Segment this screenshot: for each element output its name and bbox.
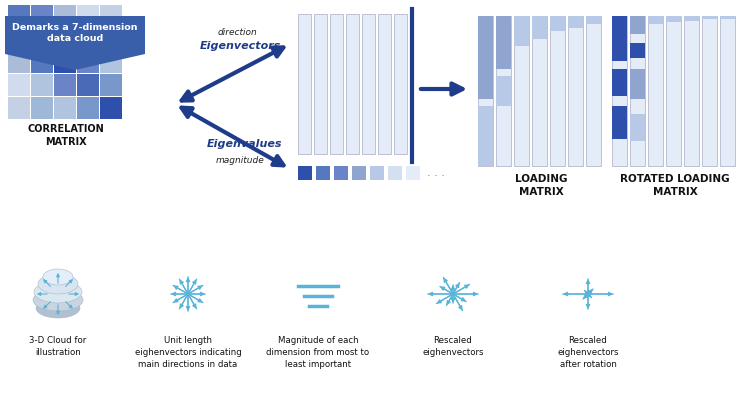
Bar (612, 106, 627, 139)
Bar (100, 97, 122, 119)
Text: Demarks a 7-dimension
data cloud: Demarks a 7-dimension data cloud (12, 22, 138, 43)
Bar (514, 16, 529, 46)
Bar (666, 16, 681, 22)
Bar (352, 166, 366, 180)
Bar (330, 14, 343, 154)
Bar (77, 74, 99, 96)
Bar (77, 5, 99, 27)
Bar (648, 16, 663, 24)
Bar (568, 16, 583, 28)
Bar (100, 51, 122, 73)
Text: LOADING
MATRIX: LOADING MATRIX (515, 174, 567, 197)
Bar (666, 16, 681, 166)
Text: ROTATED LOADING
MATRIX: ROTATED LOADING MATRIX (620, 174, 730, 197)
Bar (496, 16, 511, 166)
Bar (702, 16, 717, 166)
Bar (720, 16, 735, 19)
Bar (31, 5, 53, 27)
Bar (550, 16, 565, 166)
Bar (100, 74, 122, 96)
Bar (496, 16, 511, 69)
Ellipse shape (36, 298, 80, 318)
Bar (100, 28, 122, 50)
Bar (630, 43, 645, 58)
Bar (298, 14, 311, 154)
Text: Eigenvalues: Eigenvalues (207, 139, 283, 149)
Bar (54, 51, 76, 73)
Bar (702, 16, 717, 19)
Text: 3-D Cloud for
illustration: 3-D Cloud for illustration (29, 336, 87, 357)
Bar (648, 16, 663, 166)
Bar (54, 74, 76, 96)
Bar (8, 51, 30, 73)
Bar (31, 74, 53, 96)
Bar (612, 69, 627, 95)
Bar (720, 16, 735, 166)
Bar (31, 28, 53, 50)
Bar (684, 16, 699, 166)
Bar (362, 14, 375, 154)
Bar (532, 16, 547, 39)
Text: CORRELATION
MATRIX: CORRELATION MATRIX (27, 124, 104, 147)
Text: direction: direction (217, 28, 257, 37)
Bar (298, 166, 312, 180)
Bar (54, 5, 76, 27)
Bar (612, 16, 627, 166)
Bar (54, 97, 76, 119)
Bar (388, 166, 402, 180)
Bar (630, 113, 645, 141)
Bar (478, 106, 493, 166)
Bar (514, 16, 529, 166)
Bar (8, 97, 30, 119)
Text: Eigenvectors: Eigenvectors (199, 41, 280, 51)
Bar (394, 14, 407, 154)
Bar (346, 14, 359, 154)
Bar (5, 16, 145, 54)
Bar (77, 97, 99, 119)
Bar (586, 16, 601, 24)
Bar (31, 51, 53, 73)
Text: . . .: . . . (427, 168, 445, 178)
Bar (316, 166, 330, 180)
Text: Magnitude of each
dimension from most to
least important: Magnitude of each dimension from most to… (266, 336, 370, 369)
Bar (478, 16, 493, 98)
Bar (8, 28, 30, 50)
Bar (54, 28, 76, 50)
Bar (532, 16, 547, 166)
Ellipse shape (43, 269, 73, 285)
Bar (314, 14, 327, 154)
Bar (406, 166, 420, 180)
Text: Unit length
eighenvectors indicating
main directions in data: Unit length eighenvectors indicating mai… (135, 336, 242, 369)
Bar (77, 28, 99, 50)
Bar (496, 76, 511, 106)
Text: magnitude: magnitude (215, 156, 264, 165)
Bar (568, 16, 583, 166)
Bar (8, 74, 30, 96)
Text: Rescaled
eighenvectors: Rescaled eighenvectors (423, 336, 484, 357)
Ellipse shape (38, 274, 78, 294)
Bar (630, 69, 645, 98)
Bar (334, 166, 348, 180)
Bar (550, 16, 565, 31)
Bar (630, 16, 645, 34)
Bar (684, 16, 699, 20)
Bar (378, 14, 391, 154)
Polygon shape (5, 54, 145, 70)
Ellipse shape (33, 289, 83, 311)
Bar (586, 16, 601, 166)
Bar (100, 5, 122, 27)
Bar (478, 16, 493, 166)
Bar (8, 5, 30, 27)
Ellipse shape (34, 281, 82, 303)
Bar (630, 16, 645, 166)
Bar (31, 97, 53, 119)
Bar (370, 166, 384, 180)
Text: Rescaled
eighenvectors
after rotation: Rescaled eighenvectors after rotation (557, 336, 619, 369)
Bar (612, 16, 627, 61)
Bar (77, 51, 99, 73)
